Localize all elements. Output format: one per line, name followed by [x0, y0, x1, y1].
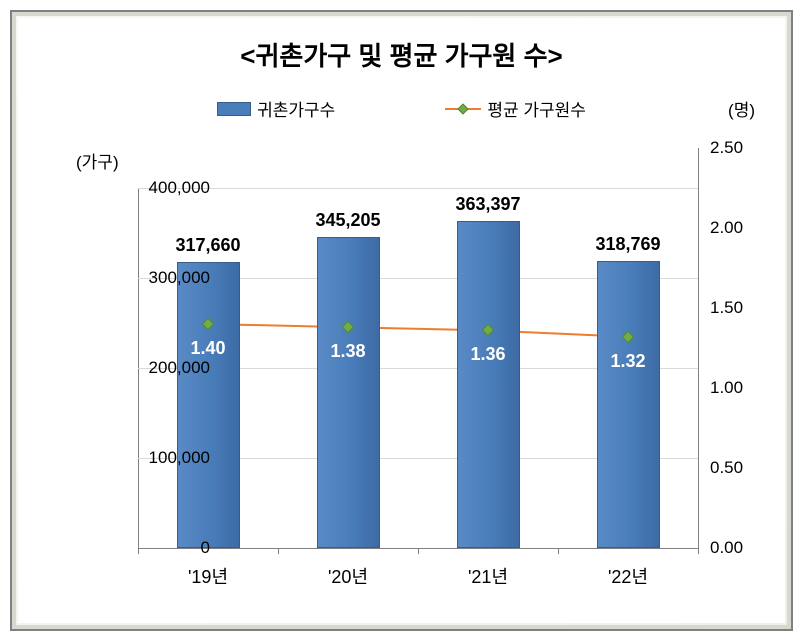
bar-value-label: 317,660	[148, 235, 268, 256]
line-value-label: 1.40	[168, 338, 248, 359]
y-left-tick-label: 400,000	[130, 178, 210, 198]
x-tick-label: '22년	[588, 563, 668, 589]
plot-area: 317,660 1.40 345,205 1.38 363,397 1.36 318,769…	[138, 188, 698, 548]
line-value-label: 1.36	[448, 344, 528, 365]
bar	[457, 221, 520, 548]
x-tick-mark	[278, 548, 279, 554]
y-left-tick-label: 100,000	[130, 448, 210, 468]
y-right-tick-label: 2.50	[710, 138, 770, 158]
bar-value-label: 318,769	[568, 234, 688, 255]
x-tick-mark	[418, 548, 419, 554]
x-tick-mark	[558, 548, 559, 554]
x-tick-mark	[138, 548, 139, 554]
line-value-label: 1.32	[588, 351, 668, 372]
y-right-tick-label: 0.50	[710, 458, 770, 478]
y-right-unit: (명)	[728, 96, 755, 121]
bar	[177, 262, 240, 548]
chart-outer-frame: <귀촌가구 및 평균 가구원 수> 귀촌가구수 평균 가구원수 (명) (가구)…	[10, 10, 793, 631]
chart-title: <귀촌가구 및 평균 가구원 수>	[18, 36, 785, 73]
bar-value-label: 363,397	[428, 194, 548, 215]
legend-bar-swatch	[217, 102, 251, 116]
legend-line-label: 평균 가구원수	[487, 96, 586, 121]
line-value-label: 1.38	[308, 341, 388, 362]
y-right-axis	[698, 148, 699, 548]
bar	[597, 261, 660, 548]
y-right-tick-label: 1.00	[710, 378, 770, 398]
y-right-tick-label: 0.00	[710, 538, 770, 558]
x-tick-label: '19년	[168, 563, 248, 589]
legend: 귀촌가구수 평균 가구원수	[18, 96, 785, 121]
x-tick-label: '20년	[308, 563, 388, 589]
y-left-unit: (가구)	[76, 148, 119, 173]
chart-inner-area: <귀촌가구 및 평균 가구원 수> 귀촌가구수 평균 가구원수 (명) (가구)…	[18, 18, 785, 623]
x-tick-label: '21년	[448, 563, 528, 589]
bar	[317, 237, 380, 548]
legend-line-swatch	[445, 108, 481, 110]
x-tick-mark	[698, 548, 699, 554]
bar-value-label: 345,205	[288, 210, 408, 231]
y-left-tick-label: 0	[130, 538, 210, 558]
legend-marker-icon	[458, 103, 469, 114]
gridline	[138, 188, 698, 189]
legend-bar-label: 귀촌가구수	[257, 96, 335, 121]
y-right-tick-label: 1.50	[710, 298, 770, 318]
y-right-tick-label: 2.00	[710, 218, 770, 238]
legend-line-item: 평균 가구원수	[445, 96, 586, 121]
y-left-tick-label: 300,000	[130, 268, 210, 288]
legend-bar-item: 귀촌가구수	[217, 96, 335, 121]
y-left-tick-label: 200,000	[130, 358, 210, 378]
